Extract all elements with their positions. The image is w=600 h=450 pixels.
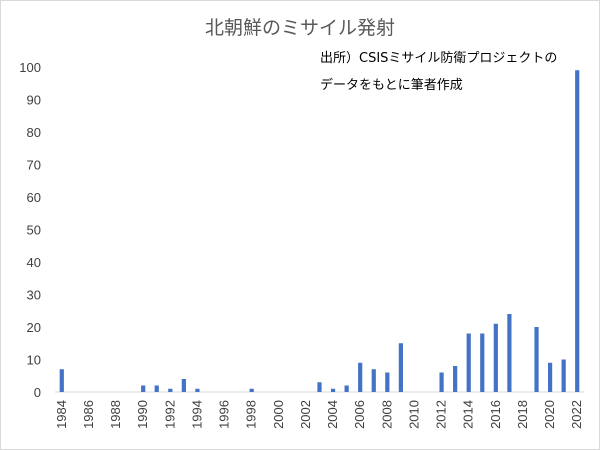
bar-series	[59, 70, 580, 392]
bar-2007	[371, 369, 376, 392]
y-tick-label: 50	[27, 223, 41, 238]
x-tick-label: 1986	[81, 400, 96, 429]
y-tick-label: 40	[27, 255, 41, 270]
bar-2006	[358, 362, 363, 392]
x-tick-label: 1990	[135, 400, 150, 429]
bar-1993	[181, 379, 186, 392]
x-tick-label: 1984	[54, 400, 69, 429]
x-tick-label: 2016	[488, 400, 503, 429]
source-note-line-2: データをもとに筆者作成	[320, 77, 463, 93]
bar-1992	[168, 388, 173, 392]
x-tick-label: 2010	[406, 400, 421, 429]
bar-2021	[561, 359, 566, 392]
bar-2015	[480, 333, 485, 392]
bar-2019	[534, 327, 539, 392]
x-tick-label: 2008	[379, 400, 394, 429]
bar-1994	[195, 388, 200, 392]
bar-2003	[317, 382, 322, 392]
x-tick-label: 2006	[352, 400, 367, 429]
x-tick-label: 2002	[298, 400, 313, 429]
source-note-line-1: 出所）CSISミサイル防衛プロジェクトの	[320, 50, 557, 66]
bar-1998	[249, 388, 254, 392]
bar-2008	[385, 372, 390, 392]
x-tick-label: 2022	[569, 400, 584, 429]
bar-2017	[507, 314, 512, 392]
y-tick-label: 0	[34, 385, 41, 400]
y-tick-label: 80	[27, 125, 41, 140]
x-tick-label: 1998	[244, 400, 259, 429]
y-tick-label: 30	[27, 288, 41, 303]
bar-2012	[439, 372, 444, 392]
y-tick-label: 70	[27, 158, 41, 173]
bar-1991	[154, 385, 159, 392]
x-tick-label: 2018	[515, 400, 530, 429]
bar-2004	[330, 388, 336, 392]
y-tick-label: 100	[19, 60, 41, 75]
y-tick-label: 90	[27, 93, 41, 108]
bar-2005	[344, 385, 349, 392]
bar-2009	[398, 343, 403, 392]
x-tick-label: 1996	[217, 400, 232, 429]
bar-2013	[453, 366, 458, 392]
x-tick-label: 2020	[542, 400, 557, 429]
chart-title: 北朝鮮のミサイル発射	[205, 17, 395, 39]
x-tick-label: 2012	[434, 400, 449, 429]
x-axis: 1984 1986 1988 1990 1992 1994 1996 1998 2000 2002…	[54, 400, 584, 429]
x-tick-label: 2004	[325, 400, 340, 429]
bar-1990	[141, 385, 146, 392]
bar-2020	[547, 362, 553, 392]
x-tick-label: 2014	[461, 400, 476, 429]
bar-2022	[575, 70, 580, 392]
bar-2016	[493, 323, 498, 392]
bar-1984	[59, 369, 64, 392]
x-tick-label: 1992	[162, 400, 177, 429]
y-axis: 0 10 20 30 40 50 60 70 80 90 100	[19, 60, 41, 400]
y-tick-label: 60	[27, 190, 41, 205]
y-tick-label: 10	[27, 353, 41, 368]
bar-2014	[466, 333, 471, 392]
x-tick-label: 1988	[108, 400, 123, 429]
x-tick-label: 1994	[189, 400, 204, 429]
x-tick-label: 2000	[271, 400, 286, 429]
y-tick-label: 20	[27, 320, 41, 335]
